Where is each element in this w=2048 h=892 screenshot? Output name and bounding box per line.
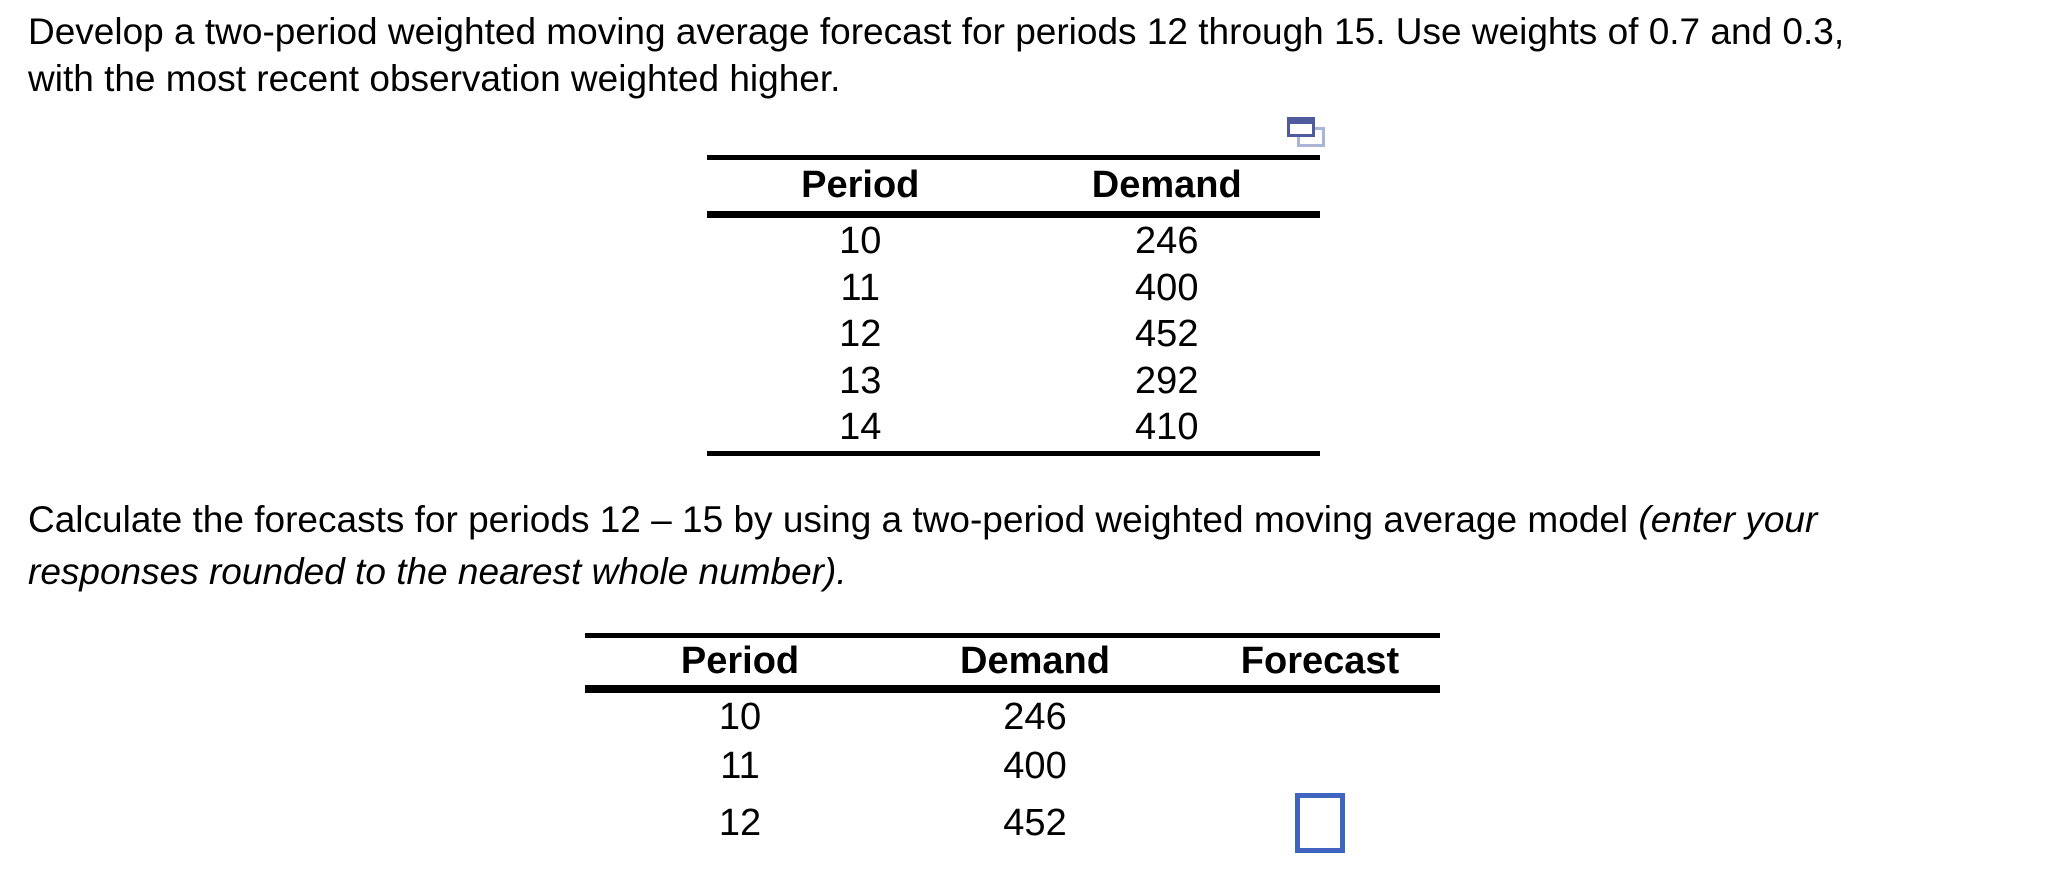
cell-forecast <box>1175 693 1440 742</box>
demand-history-table: Period Demand 10 246 11 400 12 452 13 29… <box>707 155 1320 456</box>
cell-period: 11 <box>840 266 880 309</box>
cell-demand: 400 <box>1003 745 1067 787</box>
table-rule <box>707 450 1320 456</box>
copy-icon-front-window <box>1287 117 1315 137</box>
instruction-line2: responses rounded to the nearest whole n… <box>28 546 1817 598</box>
problem-statement-line1: Develop a two-period weighted moving ave… <box>28 11 1845 52</box>
instruction-line2-italic: responses rounded to the nearest whole n… <box>28 551 847 592</box>
cell-forecast <box>1175 742 1440 791</box>
cell-demand: 400 <box>1135 266 1199 309</box>
cell-demand: 246 <box>1003 696 1067 738</box>
cell-period: 12 <box>839 313 882 356</box>
cell-forecast <box>1175 791 1440 855</box>
cell-period: 13 <box>839 359 882 402</box>
table-row: 14 410 <box>707 404 1320 451</box>
table-header-row: Period Demand <box>707 160 1320 211</box>
instruction-text: Calculate the forecasts for periods 12 –… <box>28 494 1817 598</box>
forecast-entry-table: Period Demand Forecast 10 246 11 400 12 … <box>585 633 1440 855</box>
instruction-line1-normal: Calculate the forecasts for periods 12 –… <box>28 499 1639 540</box>
cell-period: 14 <box>839 406 882 449</box>
table-rule <box>707 155 1320 160</box>
table-rule <box>585 685 1440 693</box>
cell-period: 12 <box>718 802 762 844</box>
column-header-period: Period <box>801 164 920 206</box>
cell-demand: 452 <box>1135 313 1199 356</box>
column-header-forecast: Forecast <box>1240 640 1400 682</box>
problem-statement-line2: with the most recent observation weighte… <box>28 58 841 99</box>
table-row: 12 452 <box>707 311 1320 358</box>
column-header-demand: Demand <box>960 640 1110 682</box>
table-row: 13 292 <box>707 358 1320 405</box>
column-header-demand: Demand <box>1091 164 1242 206</box>
table-header-row: Period Demand Forecast <box>585 638 1440 685</box>
table-rule <box>585 633 1440 638</box>
instruction-line1: Calculate the forecasts for periods 12 –… <box>28 494 1817 546</box>
column-header-period: Period <box>680 640 800 682</box>
cell-demand: 410 <box>1135 406 1199 449</box>
cell-period: 10 <box>718 696 762 738</box>
copy-icon[interactable] <box>1287 117 1325 148</box>
table-row: 10 246 <box>707 218 1320 265</box>
cell-demand: 246 <box>1135 220 1199 262</box>
table-rule <box>707 211 1320 218</box>
cell-period: 10 <box>839 220 882 262</box>
cell-demand: 452 <box>1003 802 1067 844</box>
cell-period: 11 <box>720 745 760 787</box>
cell-demand: 292 <box>1135 359 1199 402</box>
table-row: 12 452 <box>585 791 1440 855</box>
table-row: 11 400 <box>707 265 1320 312</box>
forecast-input-period-12[interactable] <box>1295 793 1345 853</box>
table-row: 11 400 <box>585 742 1440 791</box>
table-row: 10 246 <box>585 693 1440 742</box>
problem-statement: Develop a two-period weighted moving ave… <box>28 8 1844 102</box>
instruction-line1-italic: (enter your <box>1638 499 1818 540</box>
